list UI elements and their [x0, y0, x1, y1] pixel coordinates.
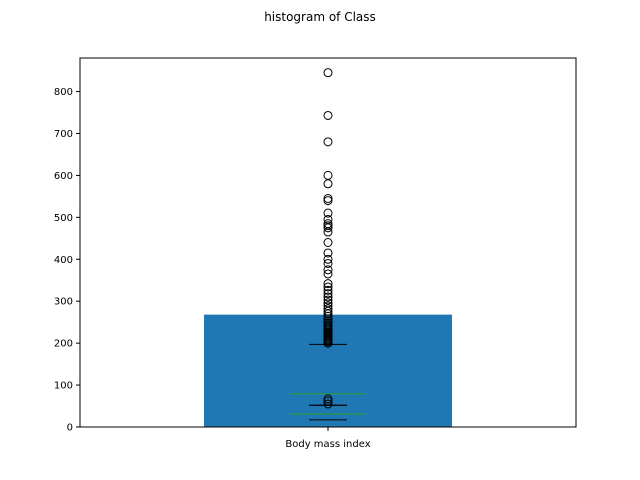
outlier-point — [323, 193, 333, 203]
outlier-point — [323, 248, 333, 258]
outlier-point — [323, 219, 333, 229]
outlier-point — [323, 110, 333, 120]
outlier-point — [323, 196, 333, 206]
chart-title: histogram of Class — [264, 10, 376, 24]
x-tick-label: Body mass index — [285, 439, 370, 450]
outlier-point — [323, 282, 333, 292]
outlier-point — [323, 68, 333, 78]
y-tick-label: 100 — [54, 381, 73, 392]
y-tick-label: 300 — [54, 297, 73, 308]
outlier-point — [323, 320, 333, 330]
outlier-point — [323, 301, 333, 311]
y-tick-label: 200 — [54, 339, 73, 350]
outlier-point — [323, 254, 333, 264]
outlier-point — [323, 137, 333, 147]
outlier-point — [323, 394, 333, 404]
overlays-layer — [290, 68, 366, 421]
y-tick-label: 500 — [54, 213, 73, 224]
y-tick-label: 800 — [54, 87, 73, 98]
outlier-point — [323, 318, 333, 328]
outlier-point — [323, 238, 333, 247]
y-tick-label: 0 — [67, 423, 73, 434]
outlier-point — [323, 304, 333, 314]
x-axis: Body mass index — [285, 427, 371, 450]
outlier-point — [323, 269, 333, 279]
y-tick-label: 700 — [54, 129, 73, 140]
outlier-point — [323, 396, 333, 406]
outlier-point — [323, 316, 333, 326]
outlier-point — [323, 295, 333, 305]
outlier-point — [323, 258, 333, 268]
outlier-point — [323, 279, 333, 289]
outlier-point — [323, 298, 333, 308]
outlier-point — [323, 208, 333, 218]
outlier-point — [323, 292, 333, 302]
y-tick-label: 600 — [54, 171, 73, 182]
outlier-point — [323, 170, 333, 180]
outlier-point — [323, 214, 333, 224]
outlier-point — [323, 285, 333, 295]
outlier-point — [323, 289, 333, 299]
y-tick-label: 400 — [54, 255, 73, 266]
outlier-point — [323, 265, 333, 275]
outlier-point — [323, 221, 333, 231]
outlier-point — [323, 179, 333, 189]
outlier-point — [323, 399, 333, 409]
y-axis: 0 100 200 300 400 500 600 700 800 — [54, 87, 80, 434]
